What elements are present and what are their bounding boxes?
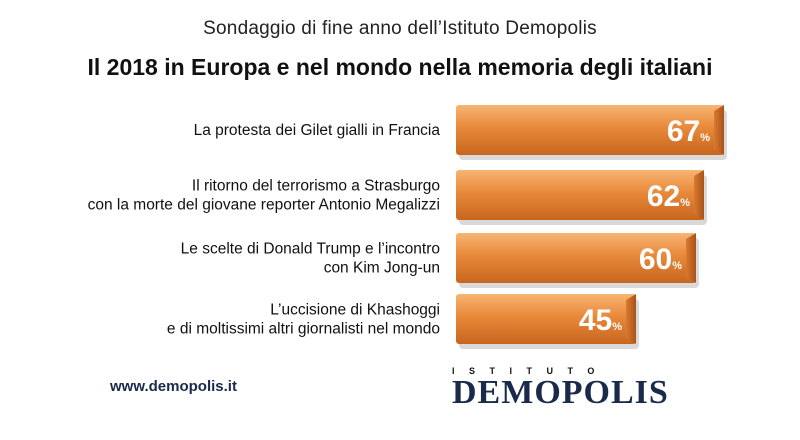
bar-end-cap	[694, 170, 704, 220]
logo-text: DEMOPOLIS	[452, 374, 669, 411]
bar-value-label: 45%	[579, 304, 622, 337]
bar-value-label: 67%	[667, 115, 710, 148]
category-label: L’uccisione di Khashoggi	[270, 302, 440, 319]
logo-subtext: ISTITUTO	[452, 366, 609, 376]
bar-end-cap	[626, 294, 636, 344]
bar-end-cap	[714, 105, 724, 155]
chart-title: Il 2018 in Europa e nel mondo nella memo…	[87, 54, 713, 80]
category-label: Le scelte di Donald Trump e l’incontro	[181, 241, 440, 258]
demopolis-logo: ISTITUTO DEMOPOLIS	[452, 366, 712, 416]
bar-end-cap	[686, 233, 696, 283]
category-label: e di moltissimi altri giornalisti nel mo…	[167, 321, 440, 338]
category-label: con Kim Jong-un	[324, 260, 440, 277]
bar	[456, 105, 724, 155]
category-label: La protesta dei Gilet gialli in Francia	[194, 122, 441, 139]
bar-row: 60% Le scelte di Donald Trump e l’incontr…	[181, 233, 699, 288]
bar-row: 45% L’uccisione di Khashoggi e di moltissi…	[167, 294, 639, 349]
category-label: Il ritorno del terrorismo a Strasburgo	[192, 178, 440, 195]
bar	[456, 294, 636, 344]
bar-row: 67% La protesta dei Gilet gialli in Franc…	[194, 105, 727, 160]
chart-subtitle: Sondaggio di fine anno dell’Istituto Dem…	[203, 18, 597, 39]
bar-value-label: 60%	[639, 243, 682, 276]
category-label: con la morte del giovane reporter Antoni…	[88, 197, 440, 214]
bar-value-label: 62%	[647, 180, 690, 213]
bar	[456, 170, 704, 220]
website-link[interactable]: www.demopolis.it	[110, 378, 237, 395]
bar	[456, 233, 696, 283]
bar-row: 62% Il ritorno del terrorismo a Strasburg…	[88, 170, 707, 225]
